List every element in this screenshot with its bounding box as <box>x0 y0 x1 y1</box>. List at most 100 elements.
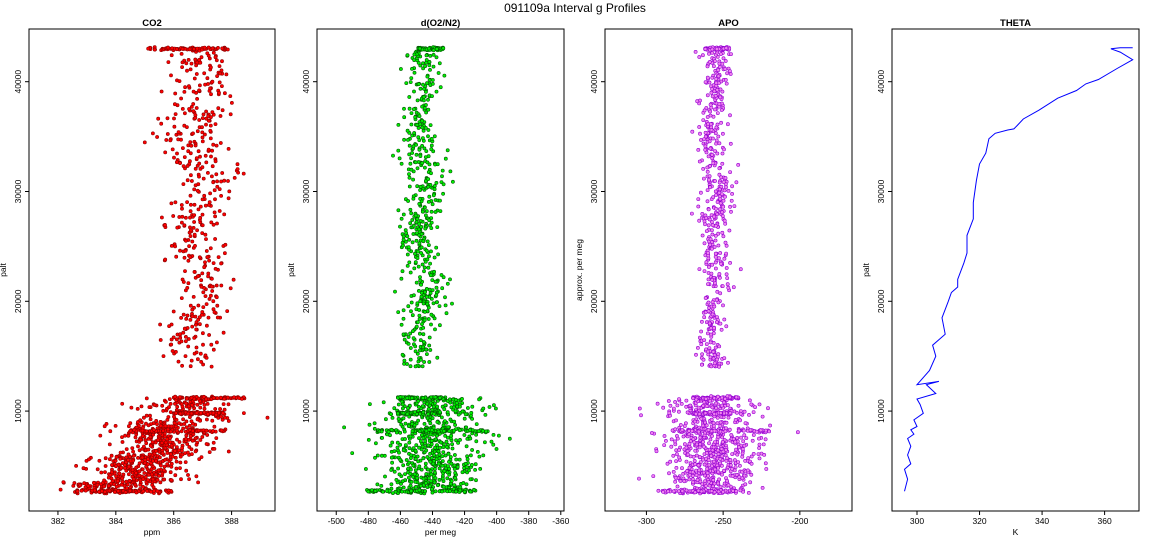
data-point <box>167 405 171 410</box>
data-point <box>211 395 216 400</box>
data-point <box>419 467 424 472</box>
data-point <box>202 403 207 407</box>
data-point <box>182 422 187 426</box>
data-point <box>232 175 237 180</box>
data-point <box>650 431 654 435</box>
data-point <box>676 489 681 494</box>
data-point <box>413 479 418 484</box>
data-point <box>166 415 171 419</box>
data-point <box>414 280 419 285</box>
data-point <box>713 238 718 243</box>
data-point <box>123 433 128 438</box>
data-point <box>124 455 129 460</box>
data-point <box>434 89 439 94</box>
data-point <box>191 294 196 299</box>
data-point <box>434 293 439 298</box>
data-point <box>173 91 178 96</box>
data-point <box>366 489 371 494</box>
data-point <box>422 269 426 274</box>
data-point <box>193 183 198 188</box>
data-point <box>432 269 437 274</box>
data-point <box>185 442 190 446</box>
data-point <box>168 470 173 475</box>
data-point <box>688 454 693 459</box>
data-point <box>720 230 725 235</box>
data-point <box>726 285 731 290</box>
data-point <box>161 428 166 433</box>
data-point <box>431 64 436 69</box>
data-point <box>136 455 140 460</box>
data-point <box>437 323 442 328</box>
data-point <box>204 417 209 422</box>
data-point <box>410 421 415 426</box>
data-point <box>424 248 429 253</box>
data-point <box>169 342 174 347</box>
data-point <box>744 436 749 441</box>
data-point <box>756 452 761 457</box>
data-point <box>760 414 765 419</box>
data-point <box>74 463 79 468</box>
data-point <box>418 299 423 304</box>
data-point <box>411 293 416 298</box>
data-point <box>734 489 739 494</box>
data-point <box>702 241 707 246</box>
data-point <box>217 80 222 85</box>
data-point <box>673 475 678 480</box>
plot-frame <box>316 28 565 512</box>
data-point <box>706 154 711 159</box>
data-point <box>180 404 185 409</box>
data-point <box>222 91 227 96</box>
data-point <box>422 309 427 314</box>
data-point <box>738 267 743 272</box>
data-point <box>723 59 728 63</box>
data-point <box>474 432 479 437</box>
data-point <box>401 316 406 321</box>
data-point <box>423 438 428 443</box>
panel-title: THETA <box>1000 18 1031 29</box>
data-point <box>709 489 714 493</box>
data-point <box>156 473 161 478</box>
data-point <box>178 161 183 166</box>
data-point <box>726 483 731 488</box>
data-point <box>654 449 659 454</box>
data-point <box>168 440 173 445</box>
data-point <box>204 355 209 360</box>
data-point <box>189 419 194 424</box>
data-point <box>491 403 496 408</box>
data-point <box>423 461 428 466</box>
data-point <box>714 47 719 52</box>
data-point <box>197 322 202 327</box>
data-point <box>211 50 216 55</box>
data-point <box>483 412 488 417</box>
data-point <box>124 479 129 484</box>
data-point <box>71 483 76 488</box>
data-point <box>734 180 739 185</box>
data-point <box>704 460 709 465</box>
data-point <box>717 272 722 276</box>
data-point <box>188 151 193 156</box>
data-point <box>478 466 483 471</box>
data-point <box>718 291 723 296</box>
data-point <box>435 404 440 409</box>
data-point <box>440 489 444 494</box>
data-point <box>474 439 479 444</box>
data-point <box>172 124 177 129</box>
data-point <box>428 68 432 72</box>
data-point <box>440 476 445 481</box>
data-point <box>694 411 698 416</box>
data-point <box>173 411 178 416</box>
data-point <box>729 209 733 214</box>
data-point <box>201 290 206 295</box>
data-point <box>174 337 179 342</box>
data-point <box>207 333 212 337</box>
data-point <box>728 141 733 146</box>
data-point <box>420 136 425 141</box>
data-point <box>201 394 206 399</box>
data-point <box>78 483 83 488</box>
data-point <box>418 439 423 444</box>
data-point <box>144 396 149 401</box>
data-point <box>139 404 144 409</box>
data-point <box>757 456 762 461</box>
data-point <box>195 97 200 101</box>
data-point <box>740 451 745 456</box>
